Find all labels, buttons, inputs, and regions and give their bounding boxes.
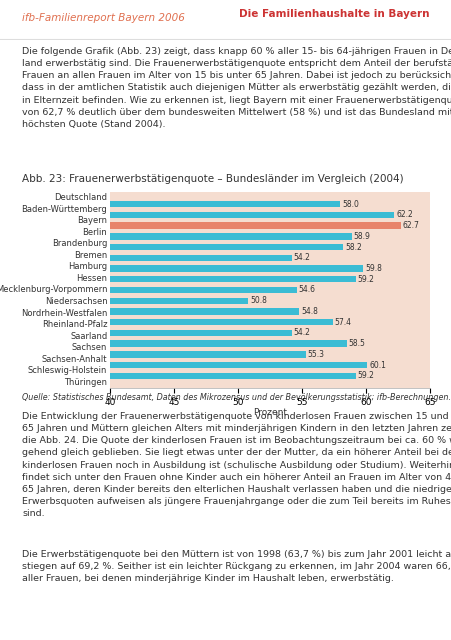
Text: Niedersachsen: Niedersachsen: [45, 297, 107, 306]
Text: Saarland: Saarland: [70, 332, 107, 340]
Bar: [0, 201, 340, 207]
Bar: [0, 244, 342, 250]
Text: 50.8: 50.8: [249, 296, 267, 305]
Bar: [0, 362, 367, 369]
Text: 58.5: 58.5: [348, 339, 365, 348]
Text: Bremen: Bremen: [74, 251, 107, 260]
Text: Berlin: Berlin: [83, 228, 107, 237]
Text: Hessen: Hessen: [76, 274, 107, 283]
Text: 59.8: 59.8: [364, 264, 382, 273]
Text: Die Entwicklung der Frauenerwerbstätigenquote von kinderlosen Frauen zwischen 15: Die Entwicklung der Frauenerwerbstätigen…: [22, 412, 451, 518]
Bar: [0, 255, 291, 261]
Bar: [0, 330, 291, 336]
Text: 58.0: 58.0: [341, 200, 359, 209]
Text: Die folgende Grafik (Abb. 23) zeigt, dass knapp 60 % aller 15- bis 64-jährigen F: Die folgende Grafik (Abb. 23) zeigt, das…: [22, 47, 451, 129]
Text: Sachsen-Anhalt: Sachsen-Anhalt: [42, 355, 107, 364]
Text: 57.4: 57.4: [334, 317, 351, 326]
Text: 62.2: 62.2: [395, 211, 412, 220]
Text: 58.9: 58.9: [353, 232, 370, 241]
Bar: [0, 298, 248, 304]
Text: Die Familienhaushalte in Bayern: Die Familienhaushalte in Bayern: [239, 9, 429, 19]
Bar: [0, 308, 299, 315]
Text: 54.2: 54.2: [293, 253, 310, 262]
Text: 59.2: 59.2: [357, 275, 374, 284]
Text: Quelle: Statistisches Bundesamt, Daten des Mikrozensus und der Bevölkerungsstati: Quelle: Statistisches Bundesamt, Daten d…: [22, 392, 450, 401]
Text: Nordrhein-Westfalen: Nordrhein-Westfalen: [21, 308, 107, 317]
Bar: [0, 351, 305, 358]
Text: 62.7: 62.7: [401, 221, 419, 230]
Text: 54.8: 54.8: [301, 307, 318, 316]
Bar: [0, 287, 296, 293]
Bar: [0, 340, 346, 347]
Text: 58.2: 58.2: [344, 243, 361, 252]
Text: Rheinland-Pfalz: Rheinland-Pfalz: [42, 320, 107, 329]
Text: 54.6: 54.6: [298, 285, 315, 294]
Text: Bayern: Bayern: [77, 216, 107, 225]
Text: 59.2: 59.2: [357, 371, 374, 380]
Text: Abb. 23: Frauenerwerbstätigenquote – Bundesländer im Vergleich (2004): Abb. 23: Frauenerwerbstätigenquote – Bun…: [22, 175, 403, 184]
Text: 60.1: 60.1: [368, 360, 385, 370]
Text: Mecklenburg-Vorpommern: Mecklenburg-Vorpommern: [0, 285, 107, 294]
Text: ifb-Familienreport Bayern 2006: ifb-Familienreport Bayern 2006: [22, 13, 184, 23]
Text: 31: 31: [426, 624, 440, 634]
Bar: [0, 266, 363, 272]
X-axis label: Prozent: Prozent: [253, 408, 286, 417]
Text: Deutschland: Deutschland: [54, 193, 107, 202]
Bar: [0, 372, 355, 379]
Bar: [0, 212, 393, 218]
Bar: [0, 233, 351, 239]
Text: Sachsen: Sachsen: [72, 343, 107, 352]
Text: Die Erwerbstätigenquote bei den Müttern ist von 1998 (63,7 %) bis zum Jahr 2001 : Die Erwerbstätigenquote bei den Müttern …: [22, 550, 451, 583]
Text: Hamburg: Hamburg: [68, 262, 107, 271]
Bar: [0, 276, 355, 282]
Text: 55.3: 55.3: [307, 350, 324, 359]
Text: Brandenburg: Brandenburg: [52, 239, 107, 248]
Text: Thüringen: Thüringen: [64, 378, 107, 387]
Text: Schleswig-Holstein: Schleswig-Holstein: [28, 366, 107, 375]
Bar: [0, 222, 400, 229]
Bar: [0, 319, 332, 325]
Text: 54.2: 54.2: [293, 328, 310, 337]
Text: Baden-Württemberg: Baden-Württemberg: [22, 205, 107, 214]
